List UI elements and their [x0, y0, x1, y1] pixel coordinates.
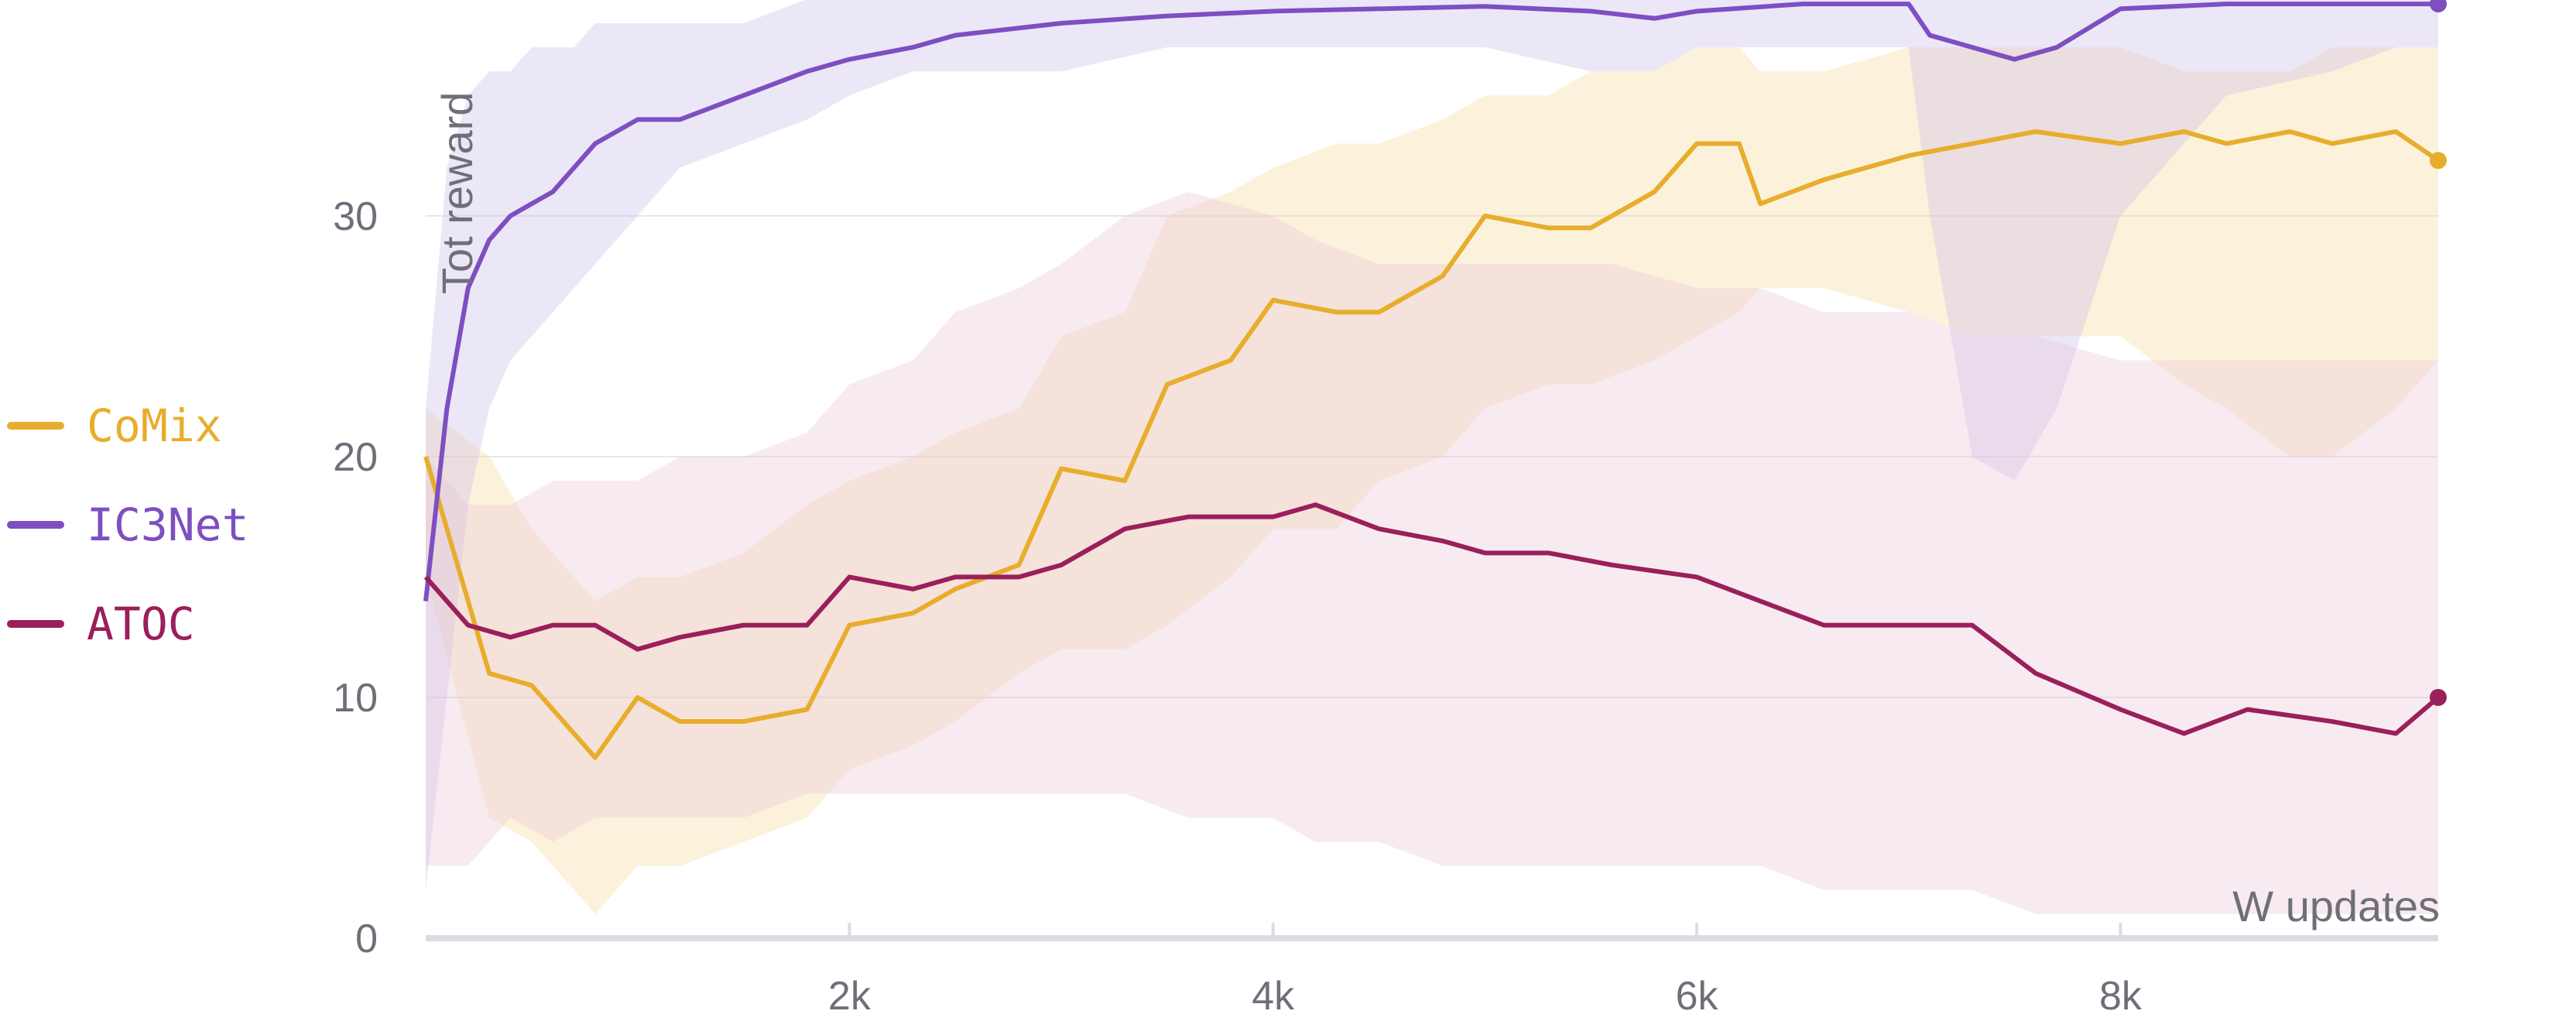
series-line	[423, 128, 2440, 760]
series-line	[423, 502, 2440, 736]
confidence-band	[426, 191, 2438, 914]
y-axis-title: Tot reward	[433, 92, 481, 294]
y-tick-label: 20	[333, 435, 378, 480]
legend-label: IC3Net	[87, 499, 249, 551]
x-tick-label: 8k	[2099, 974, 2143, 1019]
x-tick-label: 6k	[1676, 974, 1719, 1019]
series-end-marker	[2430, 0, 2447, 13]
confidence-band	[426, 47, 2438, 914]
y-tick-label: 10	[333, 676, 378, 721]
axes: 0 10 20 30 2k 4k 6k 8k	[333, 194, 2438, 1019]
confidence-bands	[426, 0, 2438, 914]
series-end-marker	[2430, 152, 2447, 170]
x-tick-label: 2k	[828, 974, 872, 1019]
series-end-marker	[2430, 688, 2447, 706]
legend-label: CoMix	[87, 399, 222, 452]
series-line	[423, 2, 2438, 601]
y-tick-label: 0	[355, 917, 378, 961]
x-tick-label: 4k	[1252, 974, 1295, 1019]
legend: CoMix IC3Net ATOC	[7, 399, 249, 650]
x-axis-title: W updates	[2232, 882, 2440, 930]
y-tick-label: 30	[333, 194, 378, 239]
series-lines	[423, 0, 2447, 760]
legend-label: ATOC	[87, 598, 195, 650]
gridlines	[426, 214, 2438, 698]
confidence-band	[426, 0, 2438, 890]
